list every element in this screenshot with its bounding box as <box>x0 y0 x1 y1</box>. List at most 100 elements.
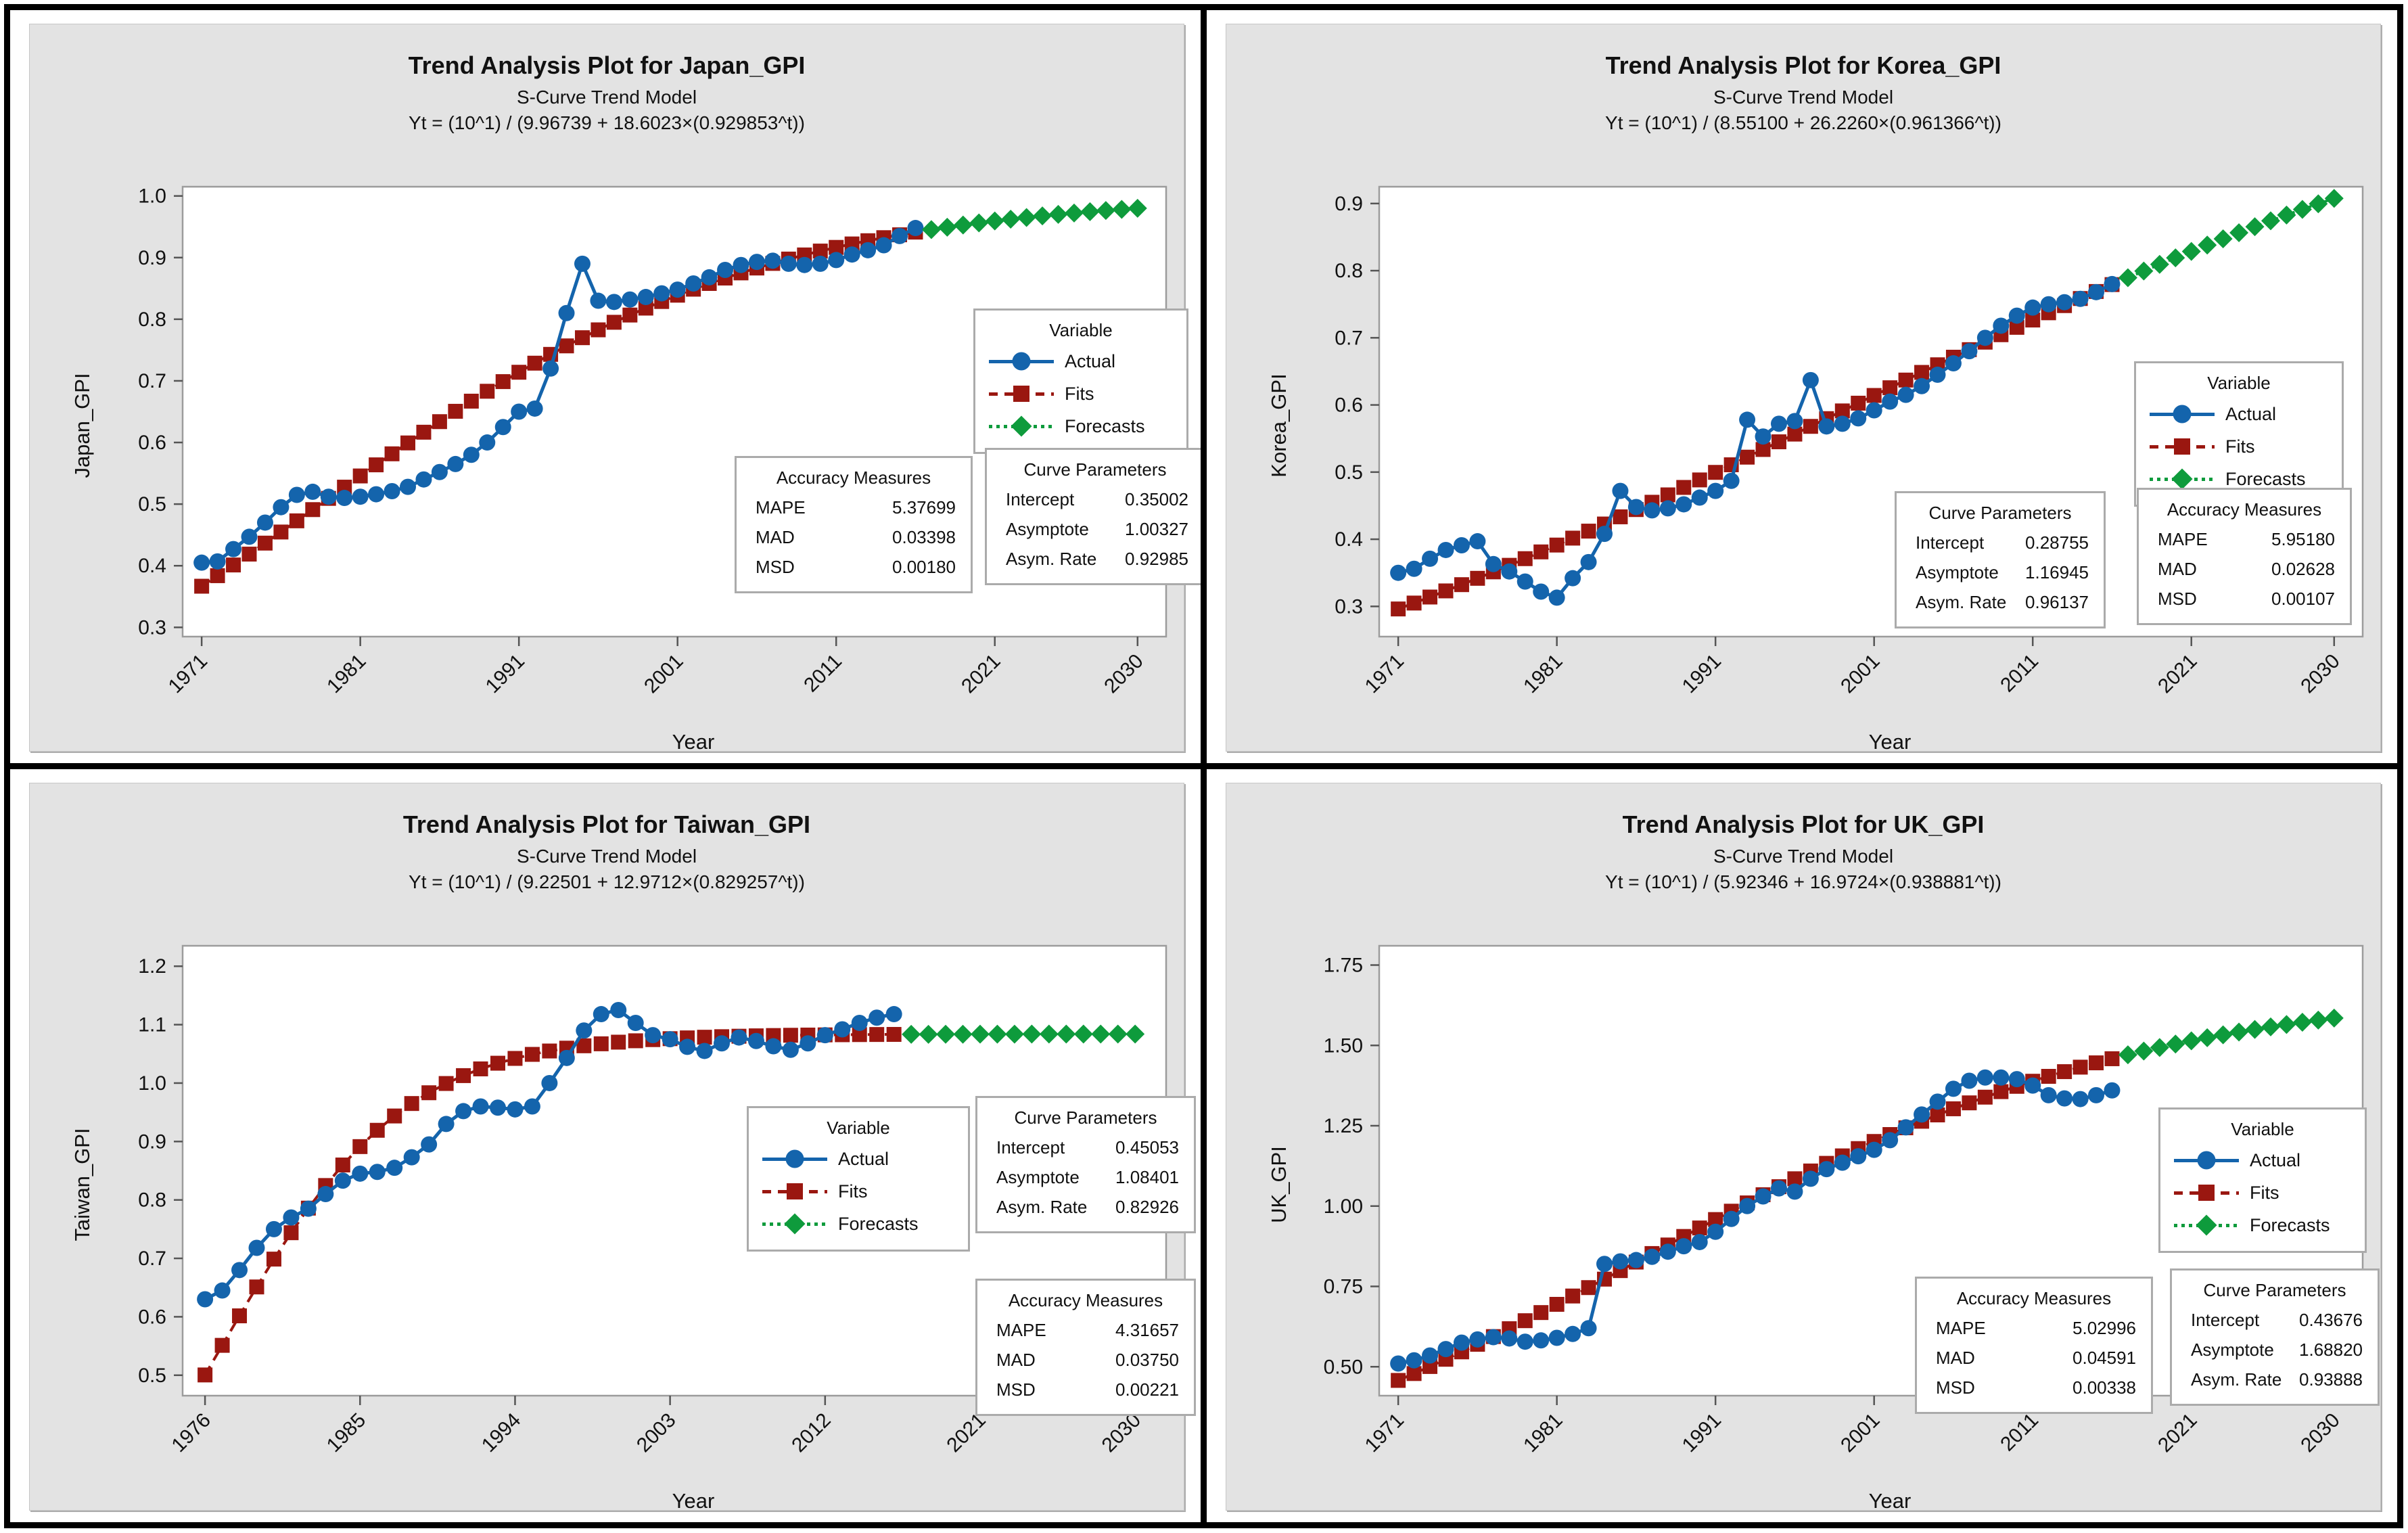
accuracy-measures-title: Accuracy Measures <box>2167 499 2322 520</box>
svg-text:2021: 2021 <box>2154 1409 2202 1457</box>
svg-text:1994: 1994 <box>478 1409 526 1457</box>
y-axis-label: Taiwan_GPI <box>70 1127 94 1241</box>
forecasts-line-marker-icon <box>2174 1223 2239 1227</box>
chart-equation: Yt = (10^1) / (9.96739 + 18.6023×(0.9298… <box>409 112 805 133</box>
legend-title: Variable <box>2207 373 2271 393</box>
actual-line-marker-icon <box>762 1157 827 1161</box>
trend-plot-panel-1: Trend Analysis Plot for Korea_GPI S-Curv… <box>1207 10 2397 769</box>
legend-item-fits: Fits <box>2146 430 2332 463</box>
chart-title: Trend Analysis Plot for Taiwan_GPI <box>402 810 811 838</box>
legend-label-actual: Actual <box>2225 403 2277 424</box>
accuracy-measures-title: Accuracy Measures <box>776 467 931 488</box>
accuracy-row-mape: MAPE 5.95180 <box>2158 528 2335 549</box>
svg-text:0.7: 0.7 <box>138 1248 166 1270</box>
accuracy-row-mad: MAD 0.03398 <box>756 526 956 547</box>
trend-plot-panel-3: Trend Analysis Plot for UK_GPI S-Curve T… <box>1207 769 2397 1522</box>
svg-text:0.7: 0.7 <box>138 370 166 392</box>
graph-card-3: Trend Analysis Plot for UK_GPI S-Curve T… <box>1226 783 2381 1513</box>
curve-row-intercept: Intercept 0.45053 <box>996 1137 1179 1158</box>
actual-line-marker-icon <box>2150 412 2215 416</box>
graph-card-1: Trend Analysis Plot for Korea_GPI S-Curv… <box>1226 24 2381 754</box>
svg-text:1976: 1976 <box>168 1409 216 1457</box>
chart-equation: Yt = (10^1) / (9.22501 + 12.9712×(0.8292… <box>409 871 805 892</box>
forecasts-series <box>902 1024 1145 1044</box>
svg-text:0.9: 0.9 <box>1335 193 1363 215</box>
y-axis-label: Korea_GPI <box>1267 373 1291 478</box>
curve-row-asymptote: Asymptote 1.16945 <box>1916 562 2089 582</box>
x-axis-label: Year <box>1868 730 1912 754</box>
svg-text:1.1: 1.1 <box>138 1014 166 1036</box>
svg-text:0.3: 0.3 <box>138 616 166 639</box>
accuracy-measures-title: Accuracy Measures <box>1956 1288 2112 1308</box>
svg-text:0.9: 0.9 <box>138 1130 166 1153</box>
forecasts-series <box>921 198 1147 239</box>
svg-text:0.75: 0.75 <box>1324 1276 1363 1298</box>
y-axis-ticks: 0.9 0.8 0.7 0.6 0.5 0.4 0.3 <box>1335 193 1379 618</box>
svg-text:0.8: 0.8 <box>1335 260 1363 282</box>
svg-text:0.4: 0.4 <box>138 555 166 577</box>
actual-line-marker-icon <box>989 359 1054 363</box>
x-axis-ticks: 1971 1981 1991 2001 2011 2021 2030 <box>164 637 1148 697</box>
chart-title: Trend Analysis Plot for Korea_GPI <box>1605 51 2001 79</box>
svg-text:1.0: 1.0 <box>138 185 166 208</box>
accuracy-measures-box: Accuracy Measures MAPE 5.95180 MAD 0.026… <box>2137 488 2352 625</box>
curve-parameters-box: Curve Parameters Intercept 0.43676 Asymp… <box>2170 1268 2380 1406</box>
svg-text:1985: 1985 <box>323 1409 371 1457</box>
accuracy-measures-box: Accuracy Measures MAPE 4.31657 MAD 0.037… <box>975 1279 1196 1416</box>
fits-line-marker-icon <box>989 392 1054 396</box>
x-axis-label: Year <box>672 1489 715 1513</box>
svg-text:0.5: 0.5 <box>1335 461 1363 484</box>
accuracy-row-mape: MAPE 4.31657 <box>996 1319 1179 1340</box>
svg-text:1.0: 1.0 <box>138 1072 166 1095</box>
accuracy-row-msd: MSD 0.00180 <box>756 556 956 577</box>
svg-text:0.4: 0.4 <box>1335 528 1363 551</box>
curve-parameters-title: Curve Parameters <box>1014 1107 1157 1128</box>
accuracy-row-msd: MSD 0.00338 <box>1936 1377 2136 1398</box>
forecasts-series <box>2118 189 2344 288</box>
chart-title: Trend Analysis Plot for Japan_GPI <box>408 51 806 79</box>
legend-item-actual: Actual <box>2146 398 2332 430</box>
curve-row-asym-rate: Asym. Rate 0.93888 <box>2191 1369 2363 1390</box>
chart-equation: Yt = (10^1) / (8.55100 + 26.2260×(0.9613… <box>1605 112 2001 133</box>
curve-row-asym-rate: Asym. Rate 0.92985 <box>1006 548 1188 569</box>
actual-series <box>197 1002 902 1308</box>
legend-box: Variable Actual Fits Forecasts <box>2134 361 2344 507</box>
legend-label-forecasts: Forecasts <box>838 1213 919 1234</box>
x-axis-ticks: 1971 1981 1991 2001 2011 2021 2030 <box>1361 637 2344 697</box>
forecasts-line-marker-icon <box>989 424 1054 428</box>
actual-line-marker-icon <box>2174 1158 2239 1162</box>
svg-text:0.8: 0.8 <box>138 1189 166 1212</box>
svg-text:0.9: 0.9 <box>138 247 166 269</box>
svg-text:0.5: 0.5 <box>138 493 166 516</box>
svg-text:1981: 1981 <box>1519 650 1567 698</box>
legend-label-actual: Actual <box>838 1148 889 1169</box>
accuracy-row-msd: MSD 0.00221 <box>996 1379 1179 1400</box>
legend-label-fits: Fits <box>838 1181 868 1202</box>
svg-text:2001: 2001 <box>1836 1409 1884 1457</box>
svg-text:2011: 2011 <box>1996 1409 2043 1456</box>
legend-item-fits: Fits <box>2170 1176 2355 1209</box>
legend-title: Variable <box>2231 1119 2294 1139</box>
legend-label-fits: Fits <box>2225 436 2255 457</box>
accuracy-measures-title: Accuracy Measures <box>1008 1290 1163 1310</box>
svg-text:2011: 2011 <box>1996 650 2043 697</box>
fits-series <box>198 1027 902 1383</box>
svg-text:2030: 2030 <box>1098 1409 1146 1457</box>
y-axis-label: Japan_GPI <box>70 372 94 478</box>
accuracy-row-mad: MAD 0.03750 <box>996 1349 1179 1370</box>
svg-text:2030: 2030 <box>2296 1409 2344 1457</box>
accuracy-row-mape: MAPE 5.02996 <box>1936 1317 2136 1338</box>
svg-text:0.6: 0.6 <box>1335 394 1363 417</box>
legend-item-fits: Fits <box>985 377 1177 410</box>
svg-text:1971: 1971 <box>1361 650 1409 698</box>
trend-plot-panel-0: Trend Analysis Plot for Japan_GPI S-Curv… <box>10 10 1207 769</box>
svg-text:0.6: 0.6 <box>138 1306 166 1328</box>
svg-text:0.50: 0.50 <box>1324 1356 1363 1378</box>
curve-parameters-title: Curve Parameters <box>2203 1280 2346 1300</box>
fits-line-marker-icon <box>2174 1191 2239 1195</box>
accuracy-row-msd: MSD 0.00107 <box>2158 588 2335 609</box>
chart-subtitle: S-Curve Trend Model <box>516 87 697 108</box>
curve-parameters-box: Curve Parameters Intercept 0.28755 Asymp… <box>1895 491 2106 628</box>
chart-equation: Yt = (10^1) / (5.92346 + 16.9724×(0.9388… <box>1605 871 2001 892</box>
legend-item-fits: Fits <box>758 1175 958 1208</box>
